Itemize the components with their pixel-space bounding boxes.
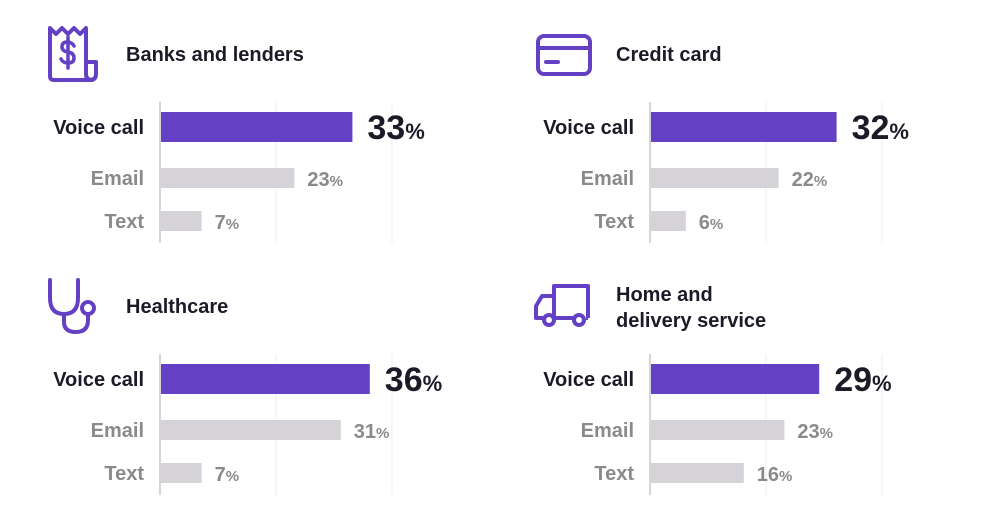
data-label: 7% (215, 464, 239, 486)
bar (161, 211, 202, 231)
bar-chart-svg: Voice call 36% Email 31% Text 7% (53, 354, 442, 495)
bar (651, 211, 686, 231)
category-label: Voice call (543, 117, 634, 139)
category-label: Voice call (543, 369, 634, 391)
category-label: Voice call (53, 117, 144, 139)
category-label: Voice call (53, 369, 144, 391)
data-label: 36% (385, 361, 442, 399)
chart-home-and-delivery-service: Voice call 29% Email 23% Text 16% (530, 350, 986, 500)
receipt-dollar-icon (48, 26, 98, 82)
category-label: Text (594, 463, 634, 485)
bar (651, 463, 744, 483)
credit-card-icon (536, 34, 592, 76)
category-label: Email (91, 168, 144, 190)
bar (651, 168, 779, 188)
chart-credit-card: Voice call 32% Email 22% Text 6% (530, 98, 986, 248)
panel-home-and-delivery-service: Home and delivery service Voice call 29% E… (530, 270, 986, 500)
bar (161, 463, 202, 483)
panel-title: Home and delivery service (616, 284, 767, 332)
panel-healthcare: Healthcare Voice call 36% Email 31% Text 7% (40, 270, 500, 500)
category-label: Email (581, 420, 634, 442)
bar (161, 168, 295, 188)
category-label: Email (581, 168, 634, 190)
data-label: 23% (797, 421, 833, 443)
bar (161, 420, 341, 440)
category-label: Text (104, 463, 144, 485)
data-label: 22% (792, 169, 828, 191)
data-label: 23% (307, 169, 343, 191)
data-label: 32% (852, 109, 909, 147)
category-label: Text (594, 211, 634, 233)
category-label: Text (104, 211, 144, 233)
bar-chart-svg: Voice call 32% Email 22% Text 6% (543, 102, 909, 243)
data-label: 7% (215, 212, 239, 234)
bar (651, 420, 785, 440)
data-label: 31% (354, 421, 390, 443)
chart-healthcare: Voice call 36% Email 31% Text 7% (40, 350, 500, 500)
category-label: Email (91, 420, 144, 442)
bar-chart-svg: Voice call 29% Email 23% Text 16% (543, 354, 892, 495)
panel-title: Healthcare (126, 296, 229, 318)
data-label: 6% (699, 212, 723, 234)
bar-chart-svg: Voice call 33% Email 23% Text 7% (53, 102, 425, 243)
data-label: 33% (367, 109, 424, 147)
bar (651, 112, 837, 142)
bar (651, 364, 820, 394)
chart-banks-and-lenders: Voice call 33% Email 23% Text 7% (40, 98, 500, 248)
data-label: 29% (834, 361, 891, 399)
bar (161, 112, 353, 142)
panel-banks-and-lenders: Banks and lenders Voice call 33% Email 23% T… (40, 18, 500, 248)
data-label: 16% (757, 464, 793, 486)
stethoscope-icon (48, 278, 96, 335)
bar (161, 364, 370, 394)
panel-title: Credit card (616, 44, 722, 66)
panel-title: Banks and lenders (126, 44, 304, 66)
panel-credit-card: Credit card Voice call 32% Email 22% Text 6% (530, 18, 986, 248)
delivery-truck-icon (534, 284, 590, 327)
